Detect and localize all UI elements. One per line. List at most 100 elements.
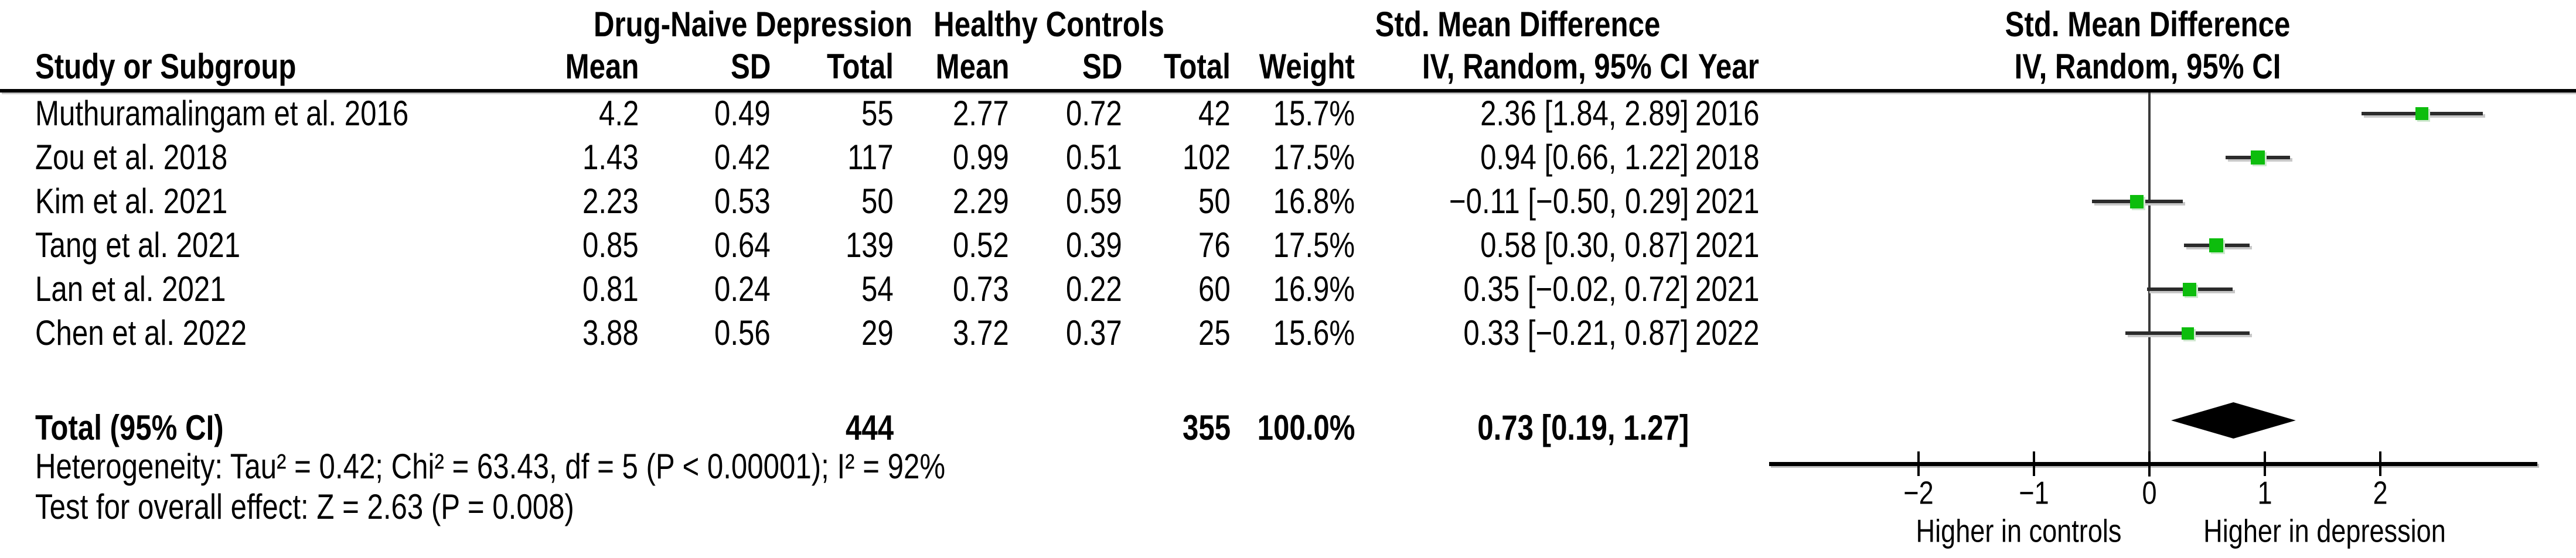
- cell-sd_ctrl: 0.51: [1066, 138, 1122, 177]
- cell-mean_dep: 0.81: [582, 269, 639, 309]
- plot-header-title: Std. Mean Difference: [2005, 5, 2291, 44]
- cell-weight: 16.9%: [1273, 269, 1355, 309]
- cell-weight: 17.5%: [1273, 138, 1355, 177]
- group-header-depression: Drug-Naive Depression: [593, 5, 913, 44]
- col-header-total-ctrl: Total: [1164, 47, 1231, 86]
- cell-sd_dep: 0.64: [714, 225, 771, 265]
- study-name: Tang et al. 2021: [35, 225, 241, 265]
- summary-diamond: [2171, 402, 2296, 439]
- axis-tick: [2033, 451, 2035, 476]
- cell-mean_ctrl: 0.52: [953, 225, 1009, 265]
- cell-total_dep: 55: [861, 94, 894, 133]
- cell-mean_ctrl: 3.72: [953, 313, 1009, 352]
- group-header-controls: Healthy Controls: [933, 5, 1164, 44]
- study-name: Zou et al. 2018: [35, 138, 228, 177]
- cell-ci: 0.35 [−0.02, 0.72]: [1463, 269, 1689, 309]
- col-header-ci: IV, Random, 95% CI: [1422, 47, 1689, 86]
- overall-effect-note: Test for overall effect: Z = 2.63 (P = 0…: [35, 487, 574, 526]
- tick-label: 1: [2257, 474, 2272, 511]
- col-header-total-dep: Total: [827, 47, 894, 86]
- col-header-year: Year: [1698, 47, 1759, 86]
- cell-total_ctrl: 42: [1198, 94, 1231, 133]
- cell-year: 2021: [1695, 269, 1759, 309]
- heterogeneity-note: Heterogeneity: Tau² = 0.42; Chi² = 63.43…: [35, 447, 946, 486]
- total-weight: 100.0%: [1257, 408, 1355, 447]
- col-header-sd-ctrl: SD: [1082, 47, 1122, 86]
- cell-ci: −0.11 [−0.50, 0.29]: [1449, 182, 1689, 221]
- effect-square: [2183, 282, 2197, 296]
- cell-ci: 0.94 [0.66, 1.22]: [1480, 138, 1689, 177]
- header-rule: [0, 89, 2576, 93]
- effect-square: [2209, 238, 2224, 252]
- total-row-label: Total (95% CI): [35, 408, 224, 447]
- study-name: Muthuramalingam et al. 2016: [35, 94, 409, 133]
- cell-total_dep: 117: [847, 138, 894, 177]
- cell-sd_dep: 0.49: [714, 94, 771, 133]
- tick-label: 0: [2142, 474, 2157, 511]
- tick-label: 2: [2373, 474, 2388, 511]
- cell-year: 2021: [1695, 225, 1759, 265]
- col-header-study: Study or Subgroup: [35, 47, 297, 86]
- cell-total_ctrl: 60: [1198, 269, 1231, 309]
- cell-total_ctrl: 102: [1182, 138, 1231, 177]
- cell-year: 2022: [1695, 313, 1759, 352]
- cell-sd_dep: 0.56: [714, 313, 771, 352]
- cell-weight: 15.7%: [1273, 94, 1355, 133]
- cell-sd_ctrl: 0.72: [1066, 94, 1122, 133]
- cell-ci: 2.36 [1.84, 2.89]: [1480, 94, 1689, 133]
- cell-total_dep: 29: [861, 313, 894, 352]
- effect-square: [2129, 194, 2144, 208]
- cell-sd_dep: 0.42: [714, 138, 771, 177]
- plot-header-subtitle: IV, Random, 95% CI: [2014, 47, 2281, 86]
- cell-sd_ctrl: 0.37: [1066, 313, 1122, 352]
- cell-sd_dep: 0.24: [714, 269, 771, 309]
- cell-total_dep: 139: [845, 225, 894, 265]
- study-name: Chen et al. 2022: [35, 313, 247, 352]
- cell-total_ctrl: 25: [1198, 313, 1231, 352]
- total-dep-count: 444: [845, 408, 894, 447]
- group-header-smd-text: Std. Mean Difference: [1375, 5, 1661, 44]
- cell-total_dep: 50: [861, 182, 894, 221]
- axis-tick: [2379, 451, 2381, 476]
- cell-mean_dep: 0.85: [582, 225, 639, 265]
- col-header-mean-ctrl: Mean: [935, 47, 1009, 86]
- cell-mean_ctrl: 2.29: [953, 182, 1009, 221]
- cell-ci: 0.58 [0.30, 0.87]: [1480, 225, 1689, 265]
- total-ci: 0.73 [0.19, 1.27]: [1477, 408, 1689, 447]
- axis-tick: [1917, 451, 1920, 476]
- cell-mean_dep: 2.23: [582, 182, 639, 221]
- cell-total_ctrl: 50: [1198, 182, 1231, 221]
- cell-weight: 17.5%: [1273, 225, 1355, 265]
- cell-total_dep: 54: [861, 269, 894, 309]
- axis-label-right: Higher in depression: [2203, 512, 2446, 549]
- col-header-mean-dep: Mean: [565, 47, 639, 86]
- cell-year: 2016: [1695, 94, 1759, 133]
- zero-reference-line: [2148, 93, 2151, 477]
- cell-ci: 0.33 [−0.21, 0.87]: [1463, 313, 1689, 352]
- study-name: Kim et al. 2021: [35, 182, 228, 221]
- axis-tick: [2264, 451, 2266, 476]
- cell-mean_dep: 3.88: [582, 313, 639, 352]
- cell-mean_dep: 4.2: [598, 94, 639, 133]
- cell-sd_ctrl: 0.39: [1066, 225, 1122, 265]
- cell-mean_ctrl: 2.77: [953, 94, 1009, 133]
- cell-year: 2018: [1695, 138, 1759, 177]
- cell-sd_dep: 0.53: [714, 182, 771, 221]
- axis-tick: [2148, 451, 2151, 476]
- cell-weight: 16.8%: [1273, 182, 1355, 221]
- axis-label-left: Higher in controls: [1916, 512, 2122, 549]
- cell-mean_dep: 1.43: [582, 138, 639, 177]
- effect-square: [2251, 150, 2265, 165]
- cell-total_ctrl: 76: [1198, 225, 1231, 265]
- cell-mean_ctrl: 0.99: [953, 138, 1009, 177]
- cell-mean_ctrl: 0.73: [953, 269, 1009, 309]
- effect-square: [2181, 327, 2194, 340]
- x-axis-line: [1769, 462, 2537, 466]
- cell-weight: 15.6%: [1273, 313, 1355, 352]
- cell-sd_ctrl: 0.22: [1066, 269, 1122, 309]
- col-header-weight: Weight: [1259, 47, 1355, 86]
- cell-sd_ctrl: 0.59: [1066, 182, 1122, 221]
- effect-square: [2415, 107, 2428, 120]
- col-header-sd-dep: SD: [730, 47, 771, 86]
